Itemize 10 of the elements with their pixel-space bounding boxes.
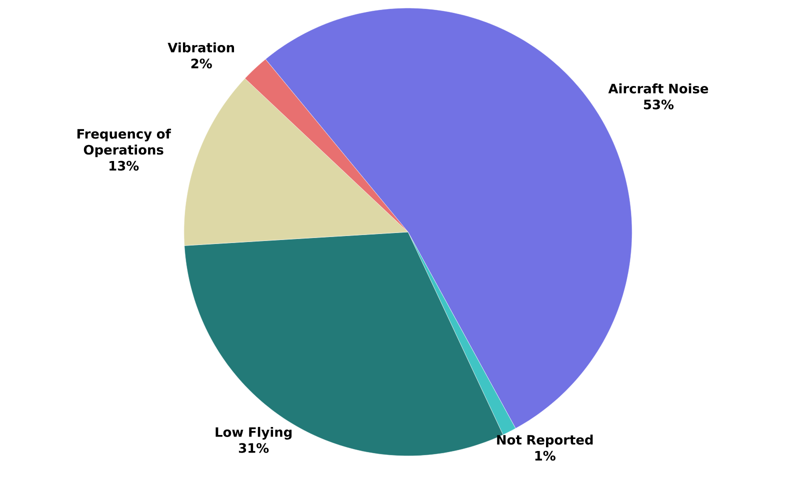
data-label: 13% [110, 160, 139, 171]
data-label: 53% [644, 100, 674, 110]
slice-label: Frequency of Operations [77, 128, 172, 158]
slice-label: Not Reported [497, 434, 593, 448]
slice-label: Low Flying [216, 426, 292, 440]
slice-label: Aircraft Noise [608, 83, 708, 94]
data-label: 1% [535, 450, 556, 461]
slice-label: Vibration [168, 42, 234, 52]
data-label: 2% [191, 58, 212, 68]
data-label: 31% [238, 443, 269, 453]
